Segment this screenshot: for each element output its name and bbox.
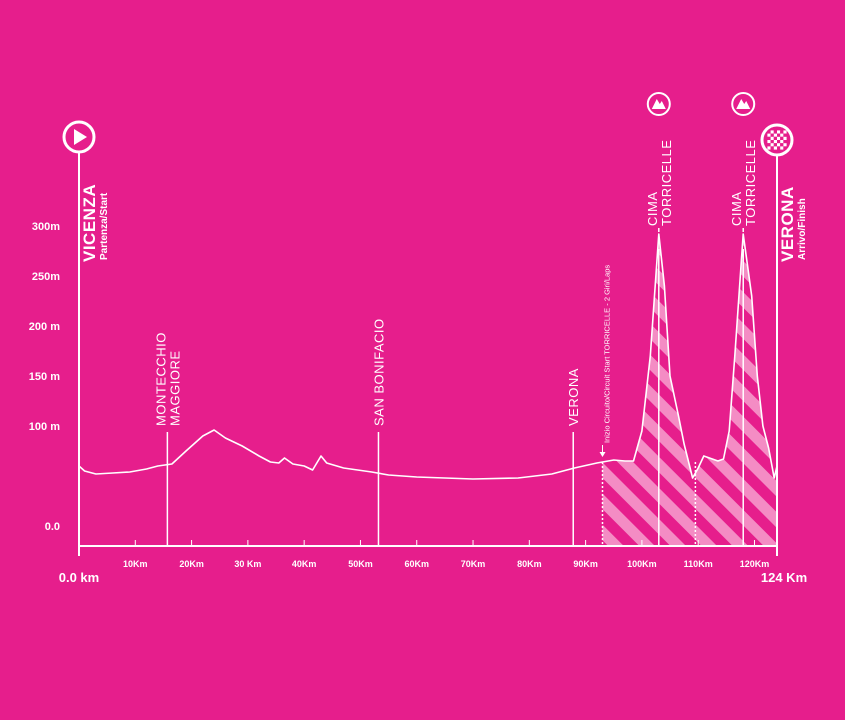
climb-name-2: TORRICELLE — [659, 140, 674, 226]
waypoint-name: SAN BONIFACIO — [371, 318, 386, 426]
checkered-flag-square — [770, 130, 774, 134]
y-tick-label: 300m — [32, 221, 60, 233]
mountain-icon-shape — [736, 99, 751, 109]
x-tick-label: 30 Km — [234, 559, 261, 569]
checkered-flag-square — [773, 140, 777, 144]
x-tick-label: 120Km — [740, 559, 770, 569]
y-tick-label: 0.0 — [45, 521, 60, 533]
waypoint-name: MONTECCHIO — [153, 332, 168, 426]
checkered-flag-square — [777, 146, 781, 150]
y-tick-label: 100 m — [29, 421, 60, 433]
checkered-flag-square — [770, 146, 774, 150]
checkered-flag-square — [777, 143, 781, 147]
mountain-icon-shape — [651, 99, 666, 109]
checkered-flag-square — [780, 133, 784, 137]
x-start-label: 0.0 km — [59, 570, 99, 585]
checkered-flag-square — [777, 133, 781, 137]
checkered-flag-square — [783, 146, 787, 150]
checkered-flag-square — [783, 136, 787, 140]
checkered-flag-square — [783, 140, 787, 144]
checkered-flag-square — [780, 130, 784, 134]
checkered-flag-square — [773, 133, 777, 137]
circuit-start-label: Inizio Circuito/Circuit Start TORRICELLE… — [603, 265, 612, 443]
endpoint-name: VERONA — [778, 186, 797, 262]
play-icon-shape — [74, 129, 87, 145]
checkered-flag-square — [767, 136, 771, 140]
checkered-flag-square — [770, 143, 774, 147]
elevation-profile-line — [78, 233, 778, 480]
checkered-flag-square — [767, 133, 771, 137]
checkered-flag-square — [770, 140, 774, 144]
endpoint-subtitle: Arrivo/Finish — [797, 198, 808, 260]
endpoint-subtitle: Partenza/Start — [99, 192, 110, 260]
checkered-flag-square — [780, 146, 784, 150]
checkered-flag-square — [783, 143, 787, 147]
checkered-flag-square — [777, 130, 781, 134]
x-tick-label: 100Km — [627, 559, 657, 569]
checkered-flag-square — [767, 143, 771, 147]
checkered-flag-square — [773, 143, 777, 147]
checkered-flag-square — [770, 136, 774, 140]
checkered-flag-square — [770, 133, 774, 137]
checkered-flag-square — [767, 146, 771, 150]
checkered-flag-square — [777, 140, 781, 144]
hatched-climb-area-2 — [695, 234, 777, 546]
checkered-flag-square — [773, 146, 777, 150]
checkered-flag-square — [773, 136, 777, 140]
checkered-flag-square — [783, 133, 787, 137]
y-tick-label: 250m — [32, 271, 60, 283]
x-tick-label: 110Km — [684, 559, 713, 569]
x-tick-label: 90Km — [573, 559, 598, 569]
waypoint-name-2: MAGGIORE — [167, 350, 182, 426]
x-tick-label: 60Km — [404, 559, 429, 569]
checkered-flag-square — [780, 140, 784, 144]
x-tick-label: 70Km — [461, 559, 486, 569]
hatched-climb-area-1 — [602, 234, 696, 546]
checkered-flag-square — [767, 130, 771, 134]
x-tick-label: 20Km — [179, 559, 204, 569]
x-tick-label: 80Km — [517, 559, 542, 569]
waypoint-name: VERONA — [566, 368, 581, 426]
x-tick-label: 10Km — [123, 559, 148, 569]
checkered-flag-square — [783, 130, 787, 134]
x-end-label: 124 Km — [761, 570, 807, 585]
climb-name-2: TORRICELLE — [743, 140, 758, 226]
endpoint-name: VICENZA — [80, 184, 99, 262]
climb-name: CIMA — [729, 192, 744, 227]
y-tick-label: 150 m — [29, 371, 60, 383]
y-tick-label: 200 m — [29, 321, 60, 333]
circuit-arrow-head — [599, 452, 606, 457]
x-tick-label: 50Km — [348, 559, 373, 569]
checkered-flag-square — [773, 130, 777, 134]
checkered-flag-square — [780, 136, 784, 140]
checkered-flag-square — [777, 136, 781, 140]
x-tick-label: 40Km — [292, 559, 317, 569]
climb-name: CIMA — [645, 192, 660, 227]
checkered-flag-square — [780, 143, 784, 147]
checkered-flag-square — [767, 140, 771, 144]
